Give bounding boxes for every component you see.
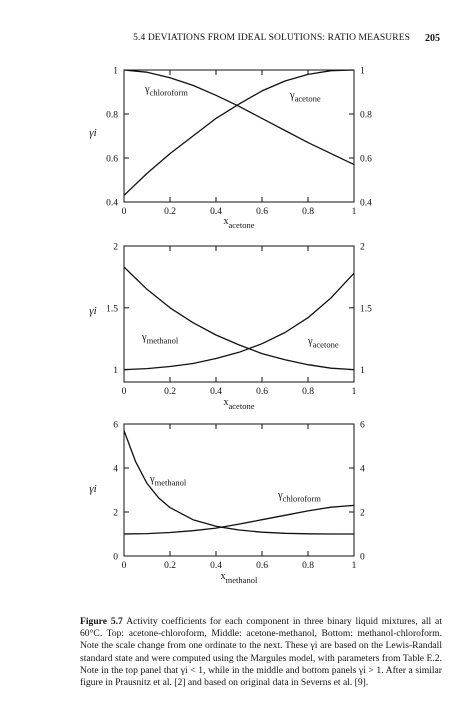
x-tick-label: 0.6: [256, 207, 268, 217]
plot-frame: [123, 423, 355, 557]
running-head: 5.4 DEVIATIONS FROM IDEAL SOLUTIONS: RAT…: [133, 33, 410, 43]
y-tick-label-right: 0.6: [360, 155, 372, 165]
y-tick-label-right: 2: [360, 243, 365, 253]
y-tick-label: 0: [113, 553, 118, 563]
y-tick-label: 1: [113, 366, 118, 376]
x-tick-label: 0.4: [210, 207, 222, 217]
series-label-chloroform: γchloroform: [277, 490, 321, 504]
x-tick-label: 0.6: [256, 561, 268, 571]
y-tick-label-right: 2: [360, 509, 365, 519]
series-label-acetone: γacetone: [307, 336, 339, 350]
x-tick-label: 0.8: [302, 561, 314, 571]
page-number: 205: [425, 33, 440, 44]
x-tick-label: 0.2: [164, 561, 176, 571]
x-tick-label: 1: [352, 561, 357, 571]
caption-label: Figure 5.7: [80, 616, 123, 627]
x-tick-label: 1: [352, 207, 357, 217]
running-header: 5.4 DEVIATIONS FROM IDEAL SOLUTIONS: RAT…: [0, 33, 474, 47]
y-tick-label: 4: [113, 465, 118, 475]
series-label-methanol: γmethanol: [149, 474, 187, 488]
x-axis-label: xmethanol: [221, 571, 258, 585]
series-label-chloroform: γchloroform: [144, 84, 188, 98]
x-tick-label: 1: [352, 387, 357, 397]
x-axis-label: xacetone: [224, 216, 255, 230]
x-tick-label: 0.6: [256, 387, 268, 397]
x-tick-label: 0.2: [164, 387, 176, 397]
figure-caption: Figure 5.7 Activity coefficients for eac…: [80, 616, 442, 689]
series-curve-acetone: [123, 266, 355, 371]
x-tick-label: 0.4: [210, 387, 222, 397]
x-tick-label: 0.8: [302, 207, 314, 217]
y-tick-label-right: 1.5: [360, 304, 372, 314]
series-curve-chloroform: [123, 504, 355, 535]
y-tick-label: 0.6: [106, 155, 118, 165]
y-axis-label: γi: [89, 305, 96, 317]
y-tick-label: 1: [113, 67, 118, 77]
series-curve-methanol: [123, 430, 354, 535]
x-tick-label: 0.8: [302, 387, 314, 397]
series-label-methanol: γmethanol: [141, 332, 179, 346]
y-tick-label: 6: [113, 421, 118, 431]
plot-frame: [123, 245, 355, 383]
y-tick-label-right: 6: [360, 421, 365, 431]
series-label-acetone: γacetone: [289, 90, 321, 104]
y-tick-label-right: 0: [360, 553, 365, 563]
x-tick-label: 0.2: [164, 207, 176, 217]
plot-frame: [123, 69, 355, 203]
y-axis-label: γi: [89, 127, 96, 139]
chart-panel-1: 0 0.2 0.4 0.6 0.8 10.4 0.40.6 0.60.8 0.81 1γixace…: [89, 67, 372, 231]
y-tick-label: 2: [113, 509, 118, 519]
chart-panel-3: 0 0.2 0.4 0.6 0.8 10 02 24 46 6γixmethanolγmethan…: [89, 421, 365, 586]
y-tick-label-right: 1: [360, 67, 365, 77]
x-tick-label: 0: [122, 387, 127, 397]
y-tick-label: 2: [113, 243, 118, 253]
y-tick-label: 1.5: [106, 304, 118, 314]
chart-panel-2: 0 0.2 0.4 0.6 0.8 1 1 1 1.5 1.5 2 2 γi xacetone γmetha…: [89, 243, 372, 412]
y-tick-label-right: 4: [360, 465, 365, 475]
series-curve-methanol: [123, 272, 355, 371]
x-tick-label: 0: [122, 561, 127, 571]
y-tick-label-right: 0.4: [360, 199, 372, 209]
y-tick-label-right: 1: [360, 366, 365, 376]
y-tick-label-right: 0.8: [360, 111, 372, 121]
caption-text: Activity coefficients for each component…: [80, 616, 442, 689]
y-tick-label: 0.8: [106, 111, 118, 121]
x-tick-label: 0.4: [210, 561, 222, 571]
y-tick-label: 0.4: [106, 199, 118, 209]
y-axis-label: γi: [89, 483, 96, 495]
series-curve-chloroform: [123, 69, 355, 166]
x-axis-label: xacetone: [224, 397, 255, 411]
x-tick-label: 0: [122, 207, 127, 217]
series-curve-acetone: [123, 69, 355, 196]
